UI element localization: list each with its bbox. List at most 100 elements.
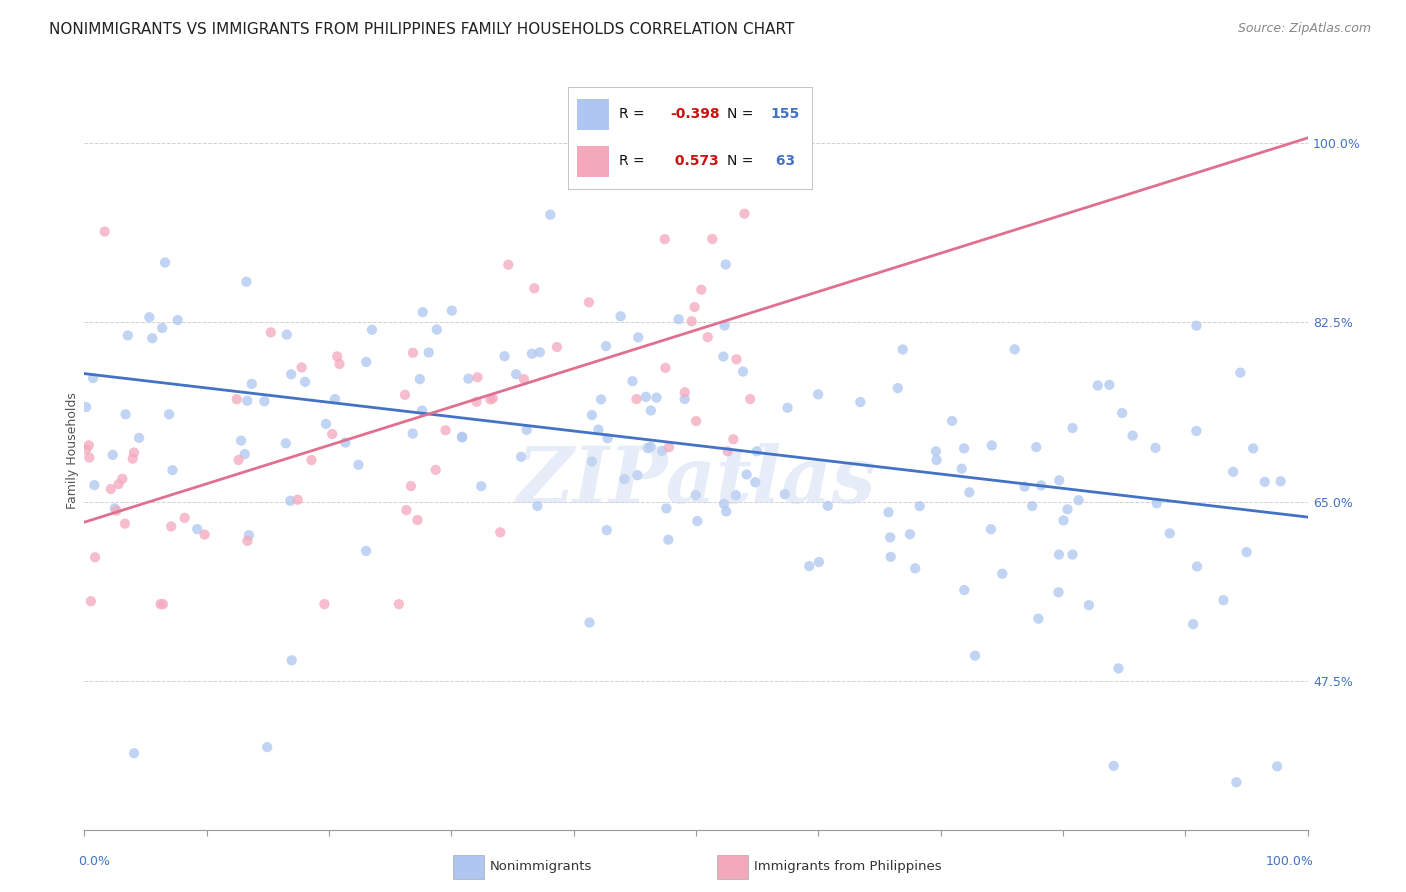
- Point: [807, 387, 830, 401]
- Point: [1014, 480, 1036, 494]
- Point: [685, 414, 707, 428]
- Point: [807, 555, 830, 569]
- Point: [626, 468, 648, 483]
- Point: [291, 360, 314, 375]
- Point: [1062, 548, 1084, 562]
- Point: [294, 375, 316, 389]
- Point: [150, 321, 173, 335]
- Point: [980, 522, 1002, 536]
- Point: [101, 448, 124, 462]
- Point: [354, 544, 377, 558]
- Point: [128, 431, 150, 445]
- Point: [510, 450, 533, 464]
- Point: [1122, 428, 1144, 442]
- Bar: [717, 855, 748, 879]
- Point: [716, 504, 738, 518]
- Point: [465, 394, 488, 409]
- Point: [104, 501, 127, 516]
- Point: [685, 488, 707, 502]
- Point: [1004, 343, 1026, 357]
- Point: [1265, 759, 1288, 773]
- Point: [887, 381, 910, 395]
- Point: [1146, 496, 1168, 510]
- Point: [523, 281, 546, 295]
- Point: [673, 392, 696, 406]
- Point: [1047, 585, 1070, 599]
- Point: [1212, 593, 1234, 607]
- Point: [489, 525, 512, 540]
- Point: [451, 430, 474, 444]
- Point: [301, 453, 323, 467]
- Point: [702, 232, 724, 246]
- Point: [149, 597, 172, 611]
- Point: [799, 559, 821, 574]
- Point: [409, 372, 432, 386]
- Point: [613, 472, 636, 486]
- Point: [681, 314, 703, 328]
- Point: [723, 432, 745, 446]
- Point: [315, 417, 337, 431]
- Point: [75, 400, 97, 414]
- Point: [236, 533, 259, 548]
- Point: [253, 394, 276, 409]
- Point: [925, 453, 948, 467]
- Point: [399, 479, 422, 493]
- Point: [879, 530, 901, 544]
- Point: [186, 522, 208, 536]
- Text: 100.0%: 100.0%: [1265, 855, 1313, 868]
- Point: [457, 372, 479, 386]
- Point: [654, 232, 676, 246]
- Point: [100, 482, 122, 496]
- Point: [711, 350, 734, 364]
- Point: [980, 438, 1002, 452]
- Point: [588, 423, 610, 437]
- Point: [451, 430, 474, 444]
- Point: [494, 349, 516, 363]
- Point: [1087, 378, 1109, 392]
- Point: [1098, 377, 1121, 392]
- Point: [941, 414, 963, 428]
- Point: [111, 472, 134, 486]
- Point: [581, 454, 603, 468]
- Point: [925, 444, 948, 458]
- Point: [1229, 366, 1251, 380]
- Point: [735, 467, 758, 482]
- Point: [725, 352, 748, 367]
- Point: [505, 368, 527, 382]
- Point: [122, 445, 145, 459]
- Point: [849, 395, 872, 409]
- Point: [817, 499, 839, 513]
- Point: [1111, 406, 1133, 420]
- Point: [596, 523, 619, 537]
- Point: [657, 533, 679, 547]
- Point: [395, 503, 418, 517]
- Point: [287, 492, 309, 507]
- Point: [402, 426, 425, 441]
- Point: [578, 295, 600, 310]
- Point: [529, 345, 551, 359]
- Point: [690, 283, 713, 297]
- Point: [609, 310, 631, 324]
- Point: [965, 648, 987, 663]
- Point: [402, 345, 425, 359]
- Point: [640, 440, 662, 454]
- Point: [654, 360, 676, 375]
- Point: [904, 561, 927, 575]
- Point: [546, 340, 568, 354]
- Point: [482, 391, 505, 405]
- Point: [1047, 473, 1070, 487]
- Point: [347, 458, 370, 472]
- Point: [321, 427, 343, 442]
- Point: [238, 528, 260, 542]
- Point: [957, 485, 980, 500]
- Text: Nonimmigrants: Nonimmigrants: [489, 860, 592, 872]
- Point: [194, 527, 217, 541]
- Point: [157, 407, 180, 421]
- Point: [93, 225, 115, 239]
- Point: [1236, 545, 1258, 559]
- Text: NONIMMIGRANTS VS IMMIGRANTS FROM PHILIPPINES FAMILY HOUSEHOLDS CORRELATION CHART: NONIMMIGRANTS VS IMMIGRANTS FROM PHILIPP…: [49, 22, 794, 37]
- Point: [479, 392, 502, 407]
- Point: [724, 488, 747, 502]
- Point: [276, 327, 298, 342]
- Point: [1270, 475, 1292, 489]
